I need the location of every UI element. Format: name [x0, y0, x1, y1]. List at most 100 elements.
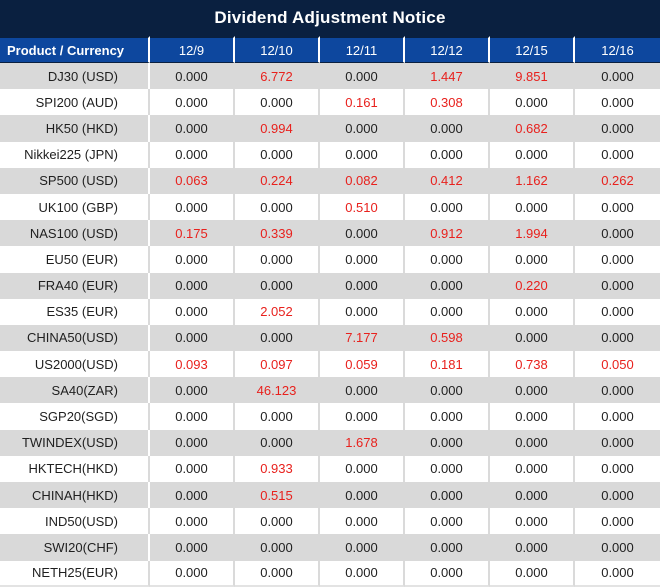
value-cell: 0.000 — [430, 382, 463, 398]
value-cell: 0.063 — [175, 173, 208, 189]
value-cell: 0.000 — [405, 403, 490, 430]
product-cell: TWINDEX(USD) — [0, 429, 150, 456]
product-currency-header: Product / Currency — [0, 36, 150, 63]
table-body: DJ30 (USD) 0.000 6.772 0.000 1.447 9.851 0.000… — [0, 63, 660, 587]
value-cell: 0.000 — [235, 141, 320, 168]
value-cell: 0.000 — [515, 330, 548, 346]
value-cell: 0.000 — [405, 560, 490, 587]
value-cell: 0.000 — [405, 508, 490, 535]
value-cell: 0.000 — [601, 409, 634, 425]
value-cell: 0.000 — [601, 539, 634, 555]
value-cell: 0.000 — [490, 455, 575, 482]
value-cell: 0.000 — [601, 199, 634, 215]
value-cell: 0.738 — [490, 351, 575, 378]
table-row: NAS100 (USD) 0.175 0.339 0.000 0.912 1.994 0.0… — [0, 220, 660, 247]
value-cell: 1.678 — [345, 435, 378, 451]
table-row: EU50 (EUR) 0.000 0.000 0.000 0.000 0.000 0.000 — [0, 246, 660, 273]
product-cell: IND50(USD) — [0, 508, 150, 535]
value-cell: 0.000 — [345, 225, 378, 241]
table-row: US2000(USD) 0.093 0.097 0.059 0.181 0.738 0.05… — [0, 351, 660, 378]
value-cell: 0.000 — [150, 89, 235, 116]
value-cell: 0.412 — [430, 173, 463, 189]
date-header: 12/12 — [405, 36, 490, 63]
product-cell: DJ30 (USD) — [0, 63, 150, 90]
value-cell: 0.000 — [235, 193, 320, 221]
value-cell: 0.000 — [345, 382, 378, 398]
value-cell: 0.000 — [150, 141, 235, 168]
value-cell: 0.000 — [601, 68, 634, 84]
value-cell: 0.000 — [405, 246, 490, 273]
value-cell: 0.000 — [175, 382, 208, 398]
product-cell: ES35 (EUR) — [0, 298, 150, 325]
product-cell: Nikkei225 (JPN) — [0, 141, 150, 168]
value-cell: 0.000 — [150, 298, 235, 325]
value-cell: 46.123 — [256, 382, 297, 398]
value-cell: 0.000 — [490, 246, 575, 273]
value-cell: 1.162 — [515, 173, 548, 189]
value-cell: 0.000 — [150, 455, 235, 482]
value-cell: 0.000 — [175, 120, 208, 136]
value-cell: 0.000 — [260, 278, 293, 294]
product-cell: EU50 (EUR) — [0, 246, 150, 273]
value-cell: 0.000 — [175, 487, 208, 503]
value-cell: 0.682 — [515, 120, 548, 136]
value-cell: 0.000 — [430, 539, 463, 555]
product-cell: SGP20(SGD) — [0, 403, 150, 430]
value-cell: 0.097 — [235, 351, 320, 378]
value-cell: 0.000 — [601, 487, 634, 503]
value-cell: 0.000 — [150, 246, 235, 273]
value-cell: 0.000 — [601, 435, 634, 451]
table-row: HK50 (HKD) 0.000 0.994 0.000 0.000 0.682 0.000 — [0, 115, 660, 142]
table-row: ES35 (EUR) 0.000 2.052 0.000 0.000 0.000 0.000 — [0, 298, 660, 325]
value-cell: 0.000 — [430, 487, 463, 503]
product-cell: HKTECH(HKD) — [0, 455, 150, 482]
value-cell: 0.000 — [601, 513, 634, 529]
value-cell: 0.000 — [601, 147, 634, 163]
value-cell: 0.000 — [320, 560, 405, 587]
product-cell: SA40(ZAR) — [0, 377, 150, 404]
value-cell: 0.000 — [601, 94, 634, 110]
value-cell: 0.000 — [175, 539, 208, 555]
table-row: HKTECH(HKD) 0.000 0.933 0.000 0.000 0.000 0.00… — [0, 455, 660, 482]
value-cell: 0.000 — [601, 120, 634, 136]
value-cell: 0.000 — [320, 403, 405, 430]
value-cell: 0.598 — [430, 330, 463, 346]
value-cell: 0.000 — [320, 141, 405, 168]
value-cell: 0.000 — [235, 246, 320, 273]
table-row: IND50(USD) 0.000 0.000 0.000 0.000 0.000 0.000 — [0, 508, 660, 535]
header-row: Product / Currency 12/9 12/10 12/11 12/1… — [0, 36, 660, 63]
value-cell: 0.000 — [601, 330, 634, 346]
table-row: SPI200 (AUD) 0.000 0.000 0.161 0.308 0.000 0.0… — [0, 89, 660, 116]
value-cell: 0.000 — [601, 278, 634, 294]
table-row: SA40(ZAR) 0.000 46.123 0.000 0.000 0.000 0.000 — [0, 377, 660, 404]
table-header: Product / Currency 12/9 12/10 12/11 12/1… — [0, 36, 660, 63]
date-header: 12/15 — [490, 36, 575, 63]
value-cell: 0.093 — [150, 351, 235, 378]
value-cell: 0.912 — [430, 225, 463, 241]
value-cell: 7.177 — [345, 330, 378, 346]
date-header: 12/10 — [235, 36, 320, 63]
value-cell: 0.000 — [235, 508, 320, 535]
value-cell: 0.000 — [345, 278, 378, 294]
value-cell: 0.000 — [175, 435, 208, 451]
value-cell: 0.000 — [430, 120, 463, 136]
value-cell: 0.224 — [260, 173, 293, 189]
product-cell: CHINA50(USD) — [0, 324, 150, 352]
value-cell: 0.000 — [601, 251, 634, 267]
value-cell: 0.000 — [235, 89, 320, 116]
table-row: SGP20(SGD) 0.000 0.000 0.000 0.000 0.000 0.000 — [0, 403, 660, 430]
value-cell: 0.000 — [150, 508, 235, 535]
value-cell: 0.082 — [345, 173, 378, 189]
value-cell: 1.994 — [515, 225, 548, 241]
value-cell: 0.000 — [150, 193, 235, 221]
value-cell: 0.000 — [175, 330, 208, 346]
value-cell: 0.220 — [515, 278, 548, 294]
table-row: Nikkei225 (JPN) 0.000 0.000 0.000 0.000 0.000… — [0, 141, 660, 168]
value-cell: 0.000 — [345, 120, 378, 136]
product-cell: CHINAH(HKD) — [0, 482, 150, 509]
value-cell: 1.447 — [430, 68, 463, 84]
value-cell: 0.000 — [405, 141, 490, 168]
value-cell: 0.000 — [515, 382, 548, 398]
notice-title-bar: Dividend Adjustment Notice — [0, 0, 660, 36]
value-cell: 0.000 — [490, 508, 575, 535]
